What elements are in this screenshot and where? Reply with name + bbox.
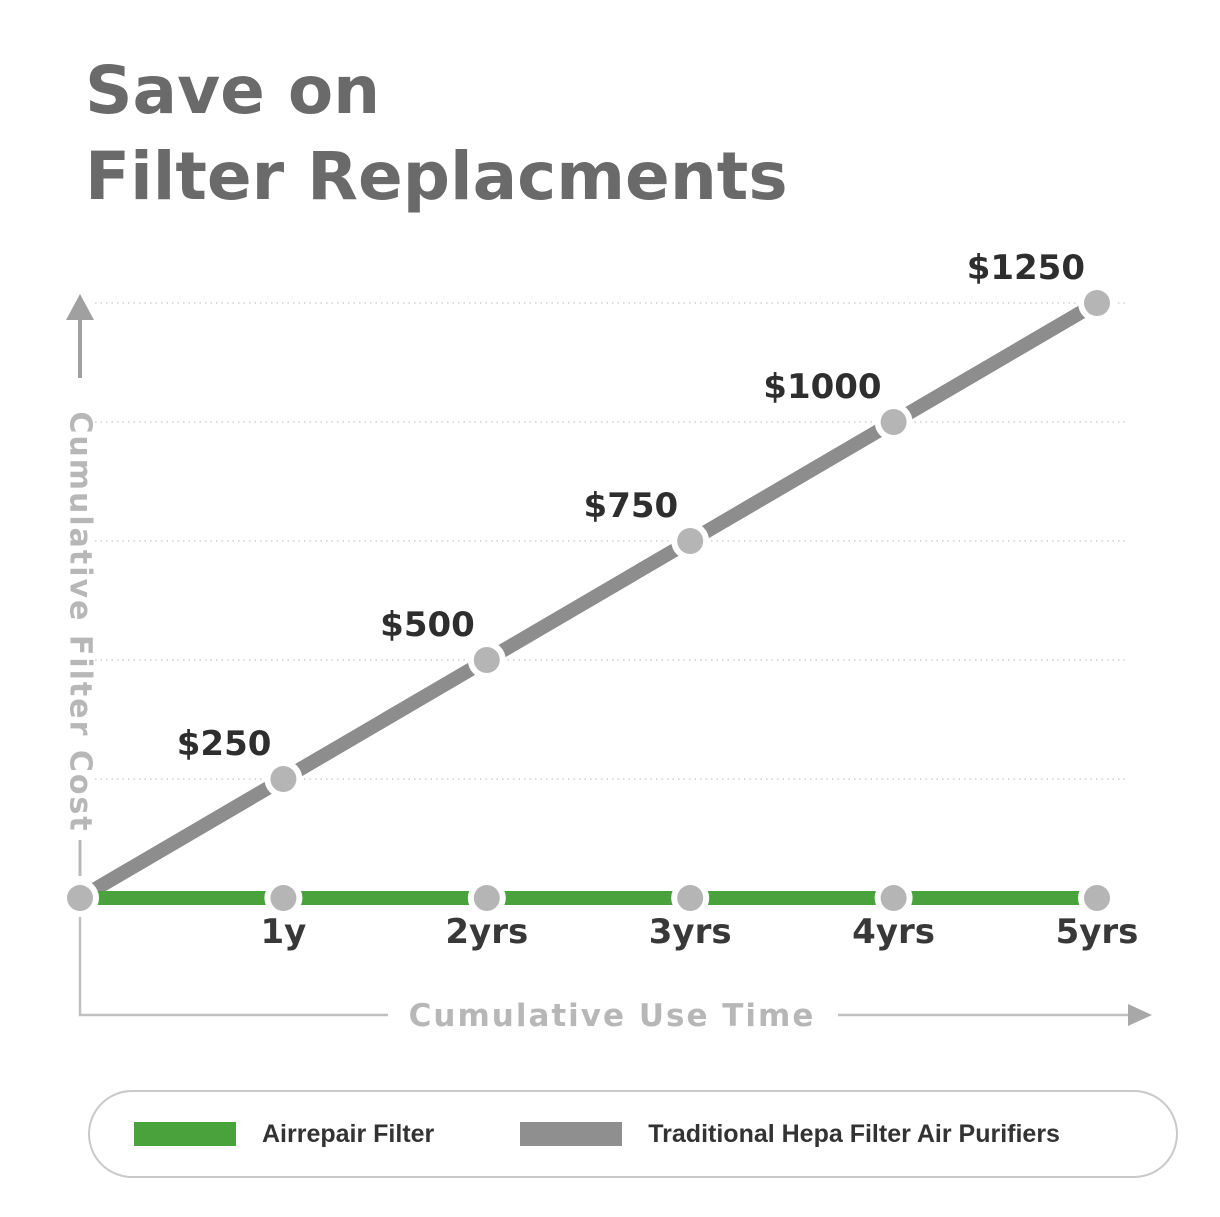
data-points-group <box>61 284 1116 917</box>
data-point-dot <box>270 766 297 792</box>
series-group <box>76 296 1101 905</box>
x-axis-arrow-icon <box>1128 1004 1152 1026</box>
y-axis-arrow-icon <box>66 294 94 320</box>
legend-swatch-airrepair <box>134 1122 236 1146</box>
legend: Airrepair Filter Traditional Hepa Filter… <box>88 1090 1178 1178</box>
legend-label-airrepair: Airrepair Filter <box>262 1119 435 1148</box>
data-point-dot <box>67 885 93 911</box>
data-point-dot <box>1084 885 1110 911</box>
x-axis-label: Cumulative Use Time <box>408 998 816 1034</box>
data-point-dot <box>473 885 500 911</box>
legend-label-traditional: Traditional Hepa Filter Air Purifiers <box>648 1119 1060 1148</box>
data-point-dot <box>270 885 297 911</box>
data-point-dot <box>677 885 704 911</box>
data-point-dot <box>1084 290 1110 316</box>
page-title: Save on Filter Replacments <box>85 48 788 220</box>
legend-item-traditional: Traditional Hepa Filter Air Purifiers <box>520 1120 1060 1149</box>
page-title-line2: Filter Replacments <box>85 137 788 215</box>
data-point-dot <box>880 885 907 911</box>
page-title-line1: Save on <box>85 52 381 129</box>
legend-item-airrepair: Airrepair Filter <box>134 1120 434 1149</box>
legend-swatch-traditional <box>520 1122 623 1146</box>
data-point-dot <box>880 409 907 435</box>
traditional-series-line <box>76 296 1101 905</box>
data-point-dot <box>677 528 704 554</box>
data-point-dot <box>473 647 500 673</box>
axis-corner-line <box>78 908 388 1017</box>
y-axis-label: Cumulative Filter Cost <box>62 411 98 833</box>
